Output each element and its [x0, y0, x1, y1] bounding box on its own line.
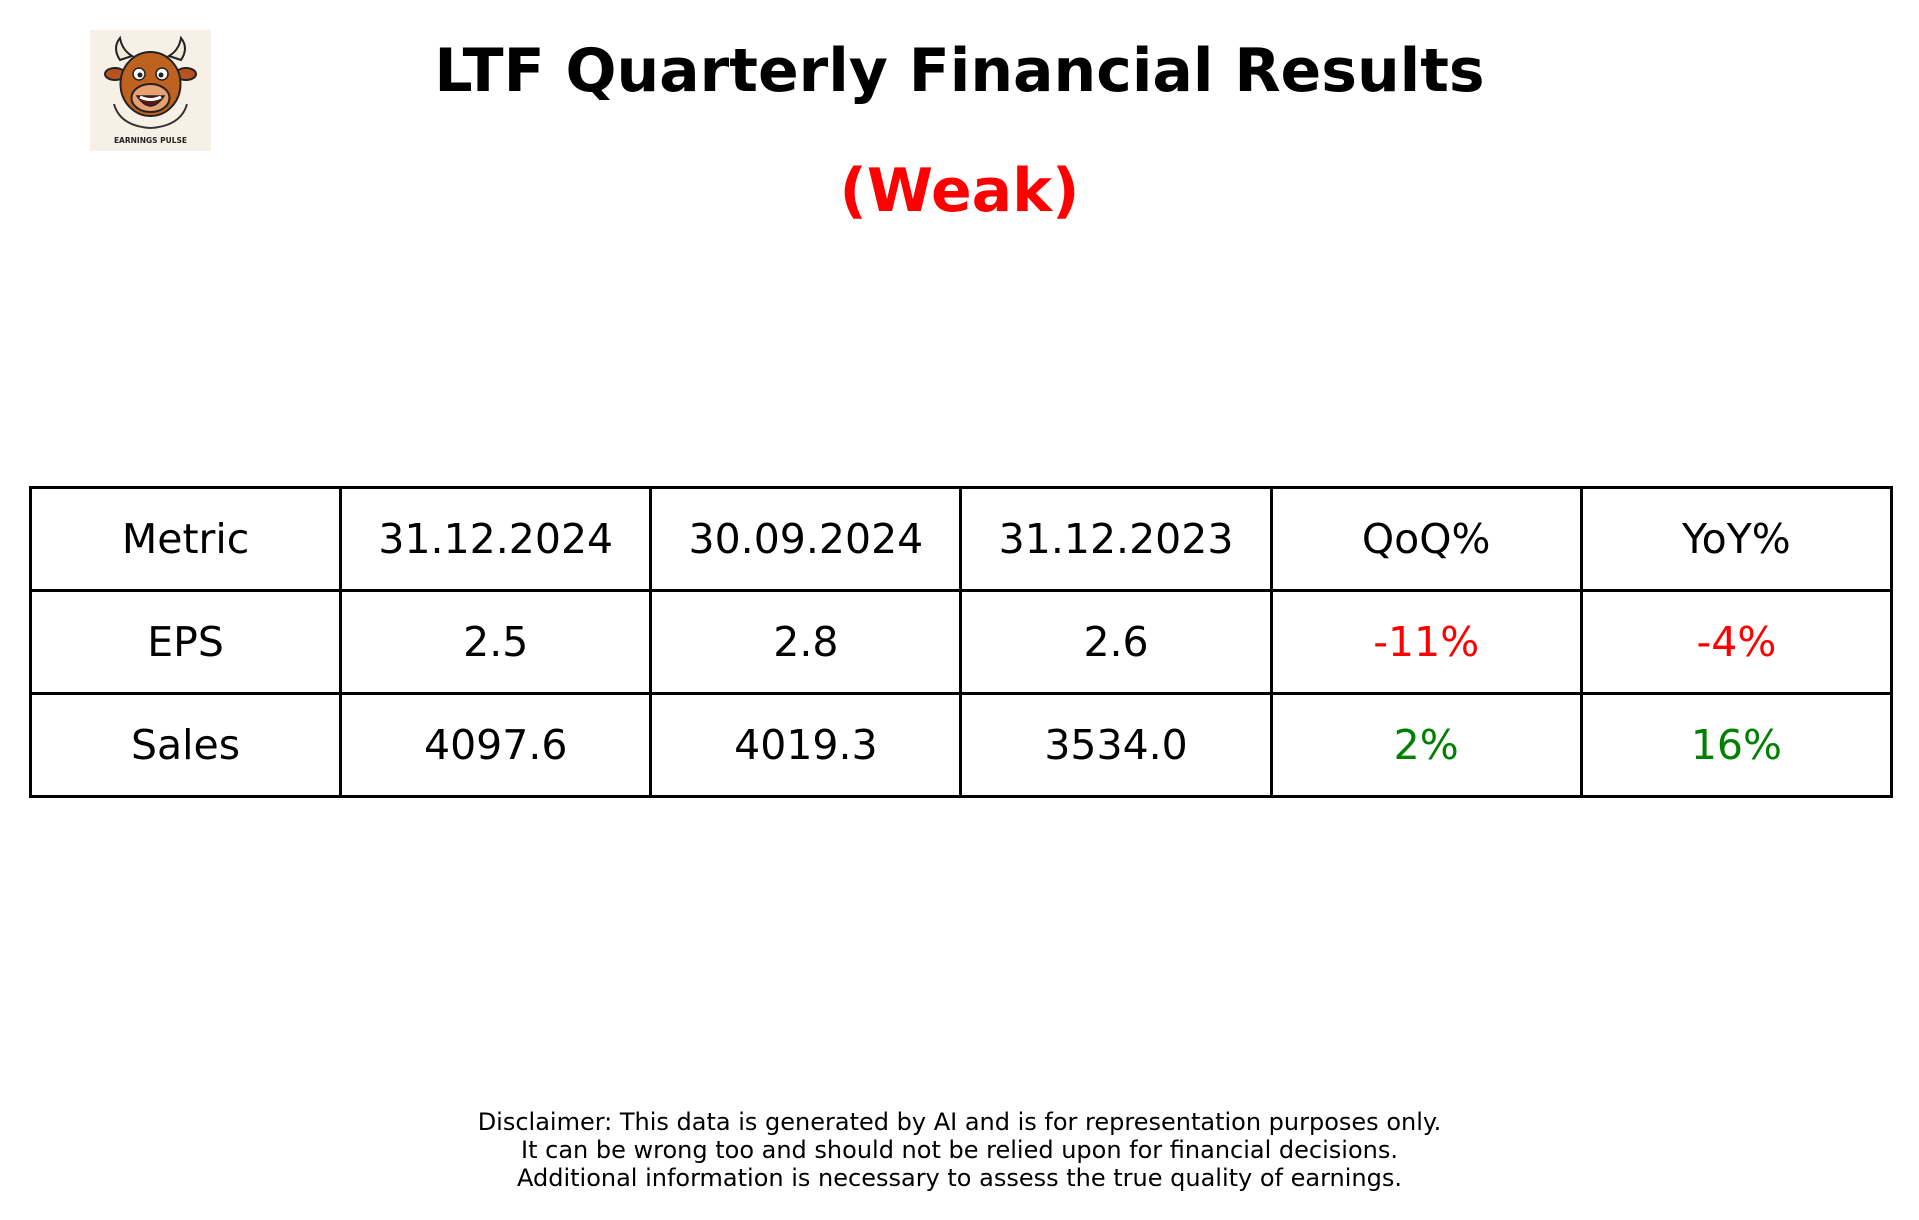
- bull-icon: EARNINGS PULSE: [104, 35, 197, 145]
- table-row-sales: Sales 4097.6 4019.3 3534.0 2% 16%: [28, 692, 1894, 798]
- cell-q-dec-2023: 2.6: [959, 589, 1273, 695]
- cell-q-dec-2024: 4097.6: [339, 692, 653, 798]
- header-yoy: YoY%: [1579, 486, 1894, 592]
- cell-yoy: 16%: [1579, 692, 1894, 798]
- cell-q-sep-2024: 4019.3: [649, 692, 963, 798]
- earnings-pulse-logo: EARNINGS PULSE: [90, 30, 211, 151]
- results-table: Metric 31.12.2024 30.09.2024 31.12.2023 …: [28, 486, 1894, 798]
- disclaimer-line-2: It can be wrong too and should not be re…: [521, 1136, 1398, 1164]
- cell-qoq: 2%: [1269, 692, 1583, 798]
- cell-yoy: -4%: [1579, 589, 1894, 695]
- cell-q-sep-2024: 2.8: [649, 589, 963, 695]
- disclaimer-line-3: Additional information is necessary to a…: [516, 1164, 1402, 1192]
- cell-q-dec-2023: 3534.0: [959, 692, 1273, 798]
- cell-q-dec-2024: 2.5: [339, 589, 653, 695]
- disclaimer: Disclaimer: This data is generated by AI…: [0, 1108, 1919, 1192]
- page-title: LTF Quarterly Financial Results: [434, 36, 1485, 106]
- disclaimer-line-1: Disclaimer: This data is generated by AI…: [477, 1108, 1442, 1136]
- header-q-dec-2023: 31.12.2023: [959, 486, 1273, 592]
- cell-qoq: -11%: [1269, 589, 1583, 695]
- table-row-eps: EPS 2.5 2.8 2.6 -11% -4%: [28, 589, 1894, 695]
- cell-metric: EPS: [28, 589, 343, 695]
- table-header-row: Metric 31.12.2024 30.09.2024 31.12.2023 …: [28, 486, 1894, 592]
- header-metric: Metric: [28, 486, 343, 592]
- header-q-dec-2024: 31.12.2024: [339, 486, 653, 592]
- header-q-sep-2024: 30.09.2024: [649, 486, 963, 592]
- header-qoq: QoQ%: [1269, 486, 1583, 592]
- rating-label: (Weak): [839, 156, 1080, 226]
- logo-text: EARNINGS PULSE: [114, 136, 187, 145]
- cell-metric: Sales: [28, 692, 343, 798]
